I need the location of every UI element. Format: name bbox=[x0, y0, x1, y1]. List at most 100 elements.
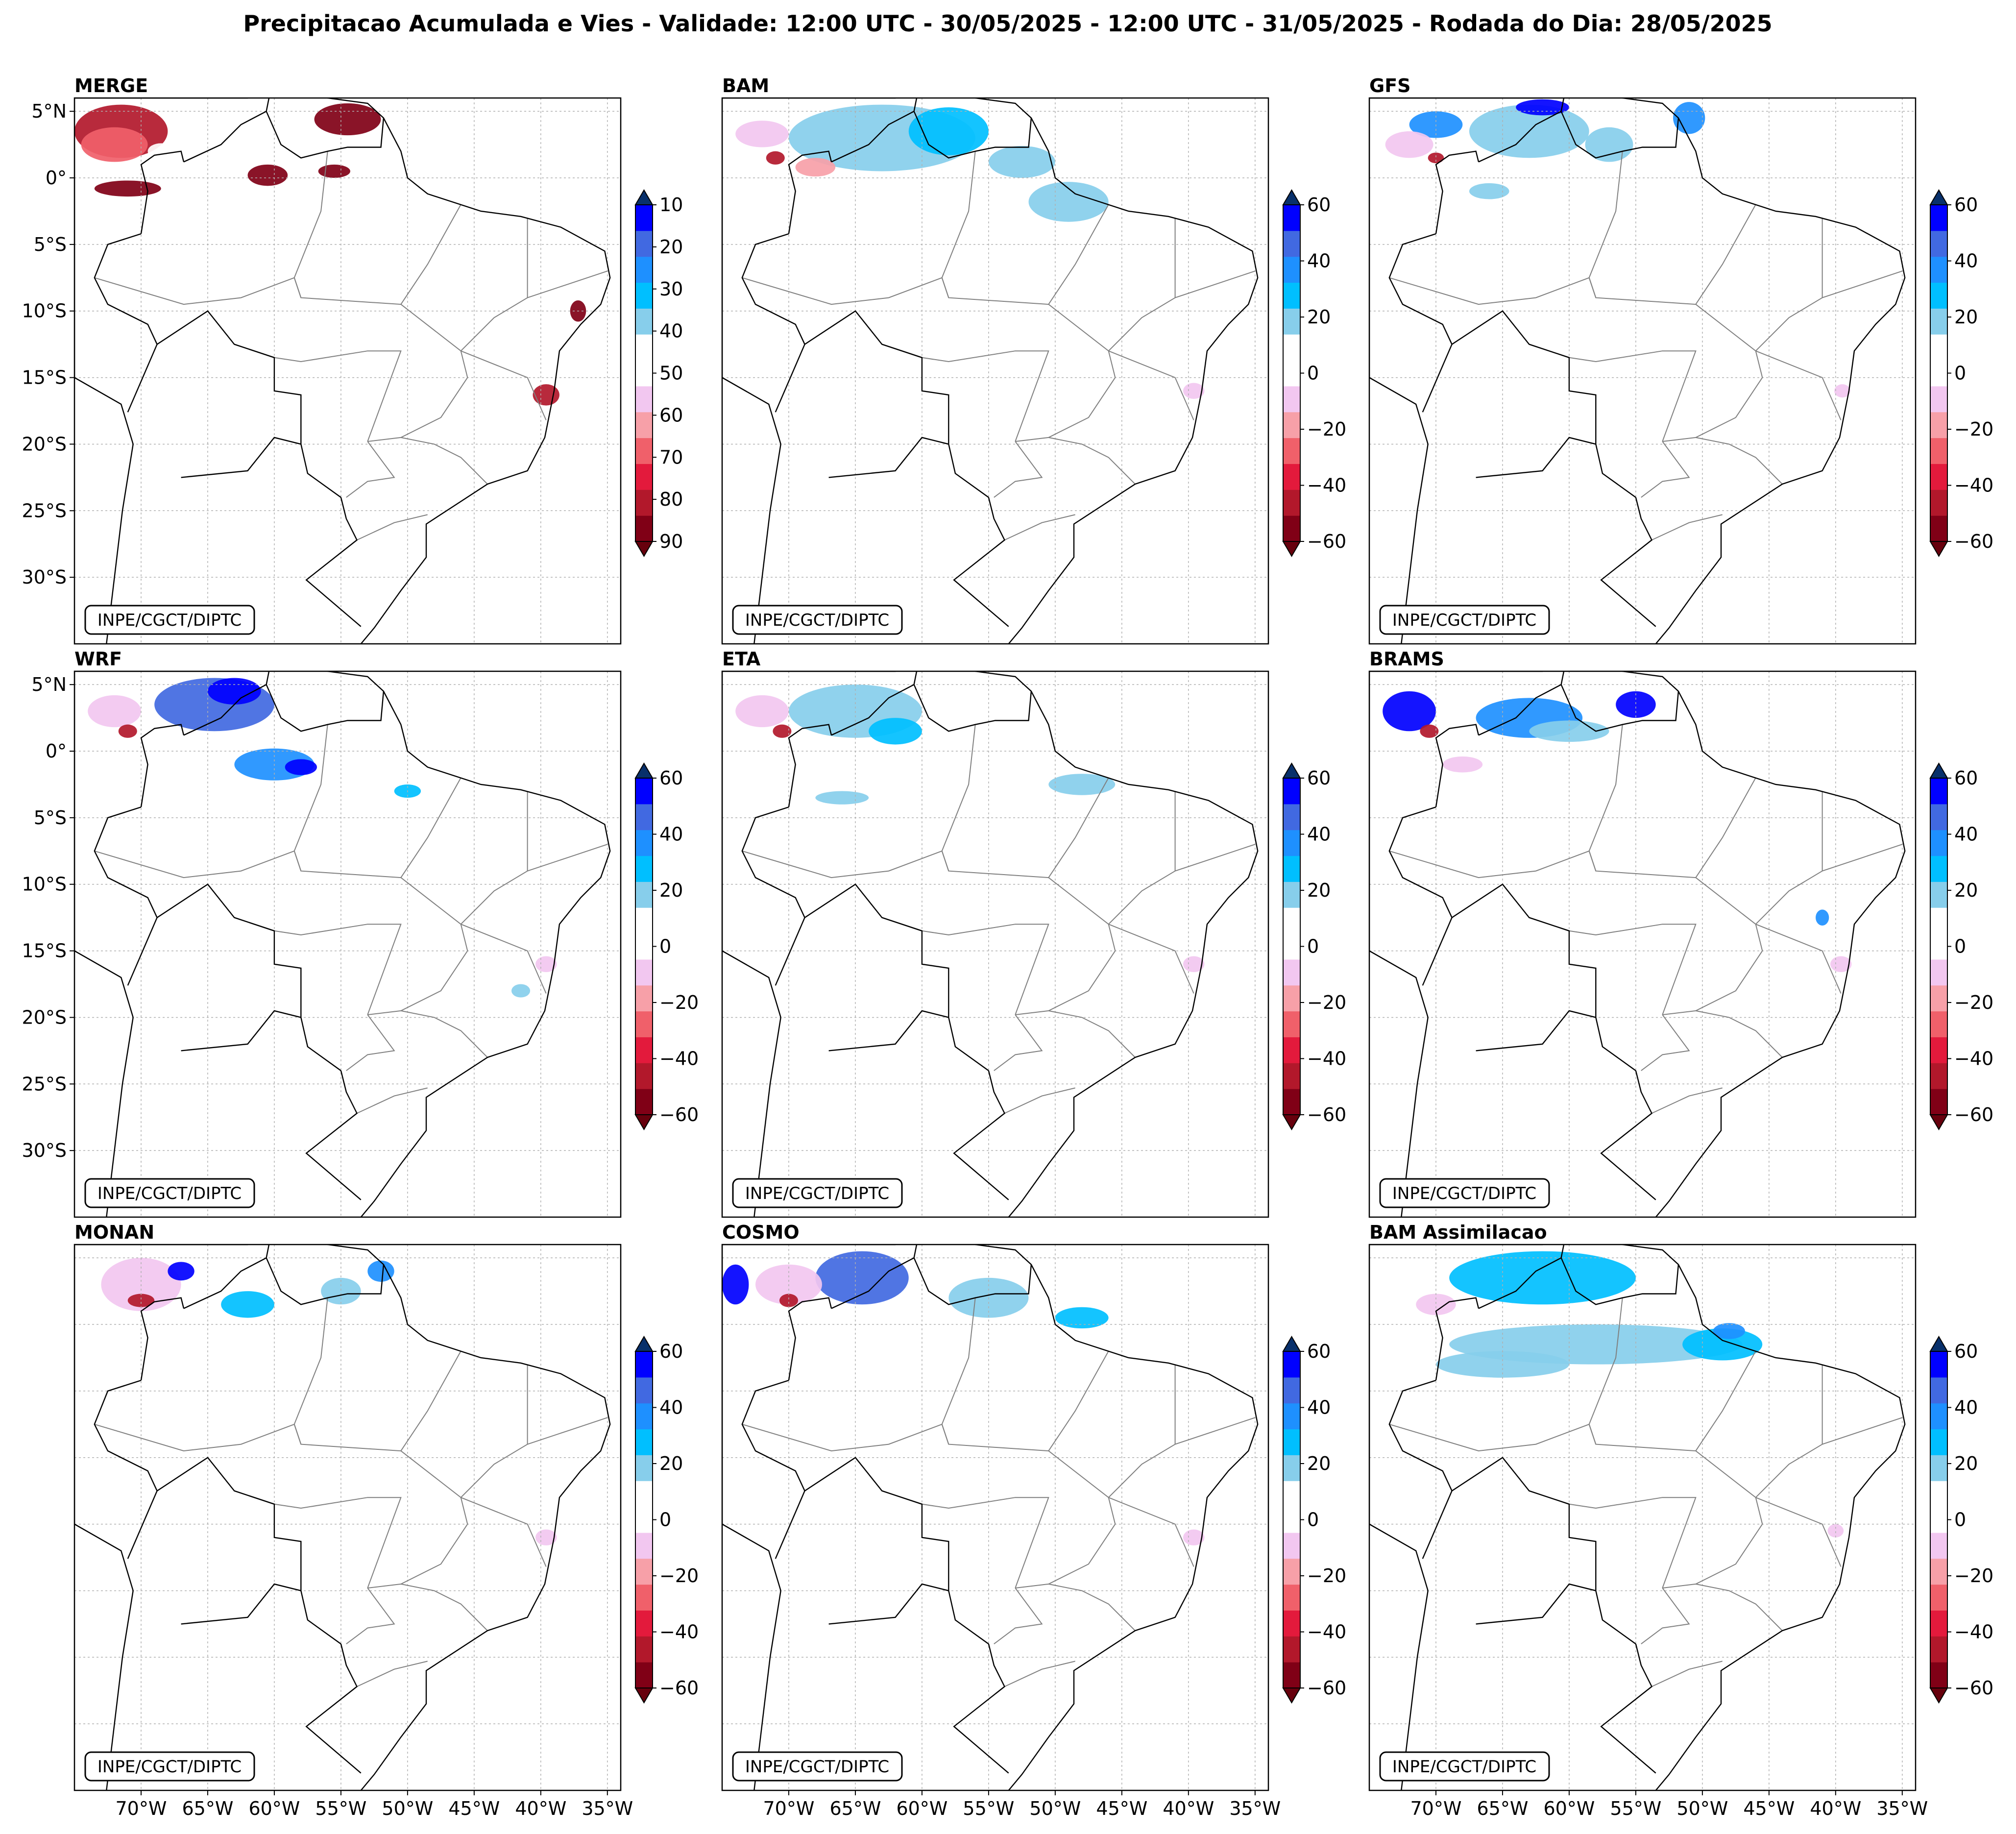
state-boundaries bbox=[94, 151, 608, 541]
colorbar-segment bbox=[635, 1351, 653, 1378]
data-blob bbox=[314, 103, 381, 136]
colorbar-segment bbox=[1930, 256, 1947, 283]
colorbar-tick-label: 40 bbox=[1307, 1397, 1331, 1418]
x-tick-label: 60°W bbox=[896, 1798, 947, 1819]
colorbar-segment bbox=[1283, 856, 1300, 882]
map-panel-bam-assimilacao: BAM Assimilacao INPE/CGCT/DIPTC 70°W 65°W 60… bbox=[1368, 1222, 1993, 1819]
credit-text: INPE/CGCT/DIPTC bbox=[745, 1757, 889, 1777]
data-blob bbox=[367, 1260, 394, 1282]
data-blob bbox=[168, 1262, 194, 1281]
data-blob bbox=[1048, 774, 1116, 795]
colorbar-tick-label: −40 bbox=[1954, 475, 1993, 496]
data-blob bbox=[81, 127, 148, 162]
colorbar-tick-label: −20 bbox=[1954, 992, 1993, 1013]
data-field bbox=[735, 104, 1205, 399]
colorbar-tick-label: −60 bbox=[1307, 531, 1346, 552]
data-blob bbox=[127, 1294, 155, 1307]
country-borders bbox=[94, 671, 385, 1200]
gridlines bbox=[1369, 1245, 1916, 1790]
colorbar-segment bbox=[1283, 230, 1300, 257]
credit-box: INPE/CGCT/DIPTC bbox=[84, 605, 255, 635]
colorbar-segment bbox=[635, 778, 653, 805]
colorbar-segment bbox=[1930, 515, 1947, 542]
country-borders bbox=[1388, 671, 1679, 1200]
colorbar-segment bbox=[1283, 1507, 1300, 1533]
colorbar-segment bbox=[1283, 205, 1300, 231]
colorbar-segment bbox=[1930, 1403, 1947, 1430]
y-tick-label: 5°N bbox=[31, 100, 67, 122]
state-boundaries bbox=[742, 151, 1256, 541]
x-tick-label: 65°W bbox=[1477, 1798, 1528, 1819]
y-tick-label: 5°S bbox=[34, 234, 67, 255]
colorbar-segment bbox=[1930, 830, 1947, 856]
map-panel-brams: BRAMS INPE/CGCT/DIPTC 60 40 20 0 −20 −40 −60 bbox=[1368, 648, 1993, 1218]
colorbar-segment bbox=[1930, 959, 1947, 986]
colorbar-tick-label: 20 bbox=[1954, 880, 1978, 901]
colorbar-segment bbox=[1930, 1558, 1947, 1585]
colorbar-segment bbox=[635, 985, 653, 1012]
colorbar-segment bbox=[1283, 1011, 1300, 1037]
data-blob bbox=[1827, 1524, 1844, 1538]
y-tick-label: 25°S bbox=[22, 500, 67, 521]
colorbar-segment bbox=[1930, 282, 1947, 309]
colorbar-segment bbox=[1930, 804, 1947, 831]
colorbar-segment bbox=[1930, 1481, 1947, 1507]
data-blob bbox=[533, 384, 559, 406]
colorbar-tick-label: 40 bbox=[659, 320, 683, 342]
credit-box: INPE/CGCT/DIPTC bbox=[84, 1751, 255, 1782]
colorbar-tick-label: −40 bbox=[1307, 1048, 1346, 1070]
data-blob bbox=[722, 1264, 749, 1305]
colorbar-segment bbox=[635, 1037, 653, 1063]
x-tick-label: 55°W bbox=[1610, 1798, 1661, 1819]
colorbar-segment bbox=[1283, 412, 1300, 439]
colorbar-tick-label: 70 bbox=[659, 446, 683, 468]
x-tick-label: 50°W bbox=[382, 1798, 433, 1819]
data-blob bbox=[1028, 182, 1109, 222]
colorbar-segment bbox=[1283, 985, 1300, 1012]
colorbar-segment bbox=[1930, 386, 1947, 413]
colorbar-tick-label: 50 bbox=[659, 363, 683, 384]
colorbar-tick-label: 40 bbox=[1954, 1397, 1978, 1418]
colorbar-segment bbox=[1283, 907, 1300, 934]
colorbar-tick-label: 0 bbox=[1954, 936, 1966, 957]
data-blob bbox=[735, 695, 789, 728]
coastline bbox=[722, 98, 1259, 644]
map-frame bbox=[1368, 1244, 1917, 1791]
colorbar-segment bbox=[1930, 985, 1947, 1012]
data-blob bbox=[1585, 127, 1633, 162]
colorbar-tick-label: −60 bbox=[659, 1104, 699, 1125]
credit-text: INPE/CGCT/DIPTC bbox=[97, 1757, 242, 1777]
colorbar-segment bbox=[1283, 1636, 1300, 1663]
x-tick-label: 60°W bbox=[1543, 1798, 1595, 1819]
data-blob bbox=[795, 158, 836, 177]
colorbar-segment bbox=[1283, 1037, 1300, 1063]
colorbar-segment bbox=[1930, 1063, 1947, 1089]
colorbar-segment bbox=[1283, 1429, 1300, 1455]
colorbar-tick-label: −20 bbox=[1307, 418, 1346, 440]
colorbar-tick-label: −20 bbox=[1307, 1565, 1346, 1587]
x-tick-label: 70°W bbox=[1410, 1798, 1462, 1819]
colorbar-segment bbox=[1930, 205, 1947, 231]
colorbar-tick-label: −60 bbox=[1954, 531, 1993, 552]
colorbar-segment bbox=[1930, 1532, 1947, 1559]
colorbar-segment bbox=[1930, 1351, 1947, 1378]
gridlines bbox=[74, 1245, 621, 1790]
state-boundaries bbox=[94, 724, 608, 1114]
map-panel-cosmo: COSMO INPE/CGCT/DIPTC 70°W 65°W 60°W 55°W 50°W… bbox=[721, 1222, 1346, 1819]
colorbar-segment bbox=[1930, 464, 1947, 490]
colorbar-tick-label: 40 bbox=[659, 1397, 683, 1418]
credit-box: INPE/CGCT/DIPTC bbox=[732, 1178, 903, 1208]
colorbar-tick-label: −20 bbox=[659, 1565, 699, 1587]
colorbar-segment bbox=[635, 1481, 653, 1507]
data-blob bbox=[1428, 152, 1444, 164]
colorbar-segment bbox=[635, 282, 653, 309]
state-boundaries bbox=[94, 1297, 608, 1687]
colorbar-segment bbox=[635, 386, 653, 413]
y-tick-label: 0° bbox=[46, 740, 67, 762]
colorbar-segment bbox=[1283, 1351, 1300, 1378]
x-tick-label: 45°W bbox=[448, 1798, 500, 1819]
colorbar-segment bbox=[1930, 1037, 1947, 1063]
x-tick-label: 40°W bbox=[1810, 1798, 1861, 1819]
data-blob bbox=[321, 1277, 361, 1305]
colorbar-segment bbox=[1930, 907, 1947, 934]
